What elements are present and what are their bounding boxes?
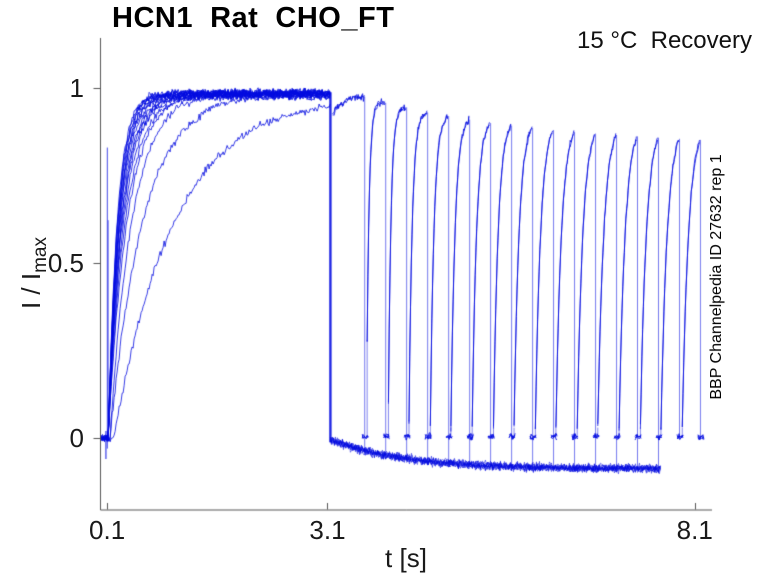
x-axis-label: t [s] xyxy=(385,543,427,573)
x-tick-label: 8.1 xyxy=(676,515,713,545)
chart-title: HCN1 Rat CHO_FT xyxy=(112,2,395,34)
y-tick-label: 0.5 xyxy=(47,248,84,279)
y-tick-label: 0 xyxy=(69,423,84,454)
x-tick-label: 3.1 xyxy=(309,515,346,545)
x-tick-label: 0.1 xyxy=(89,515,126,545)
watermark-label: BBP Channelpedia ID 27632 rep 1 xyxy=(708,154,725,400)
y-tick-label: 1 xyxy=(69,73,84,104)
condition-label: 15 °C Recovery xyxy=(577,27,752,54)
